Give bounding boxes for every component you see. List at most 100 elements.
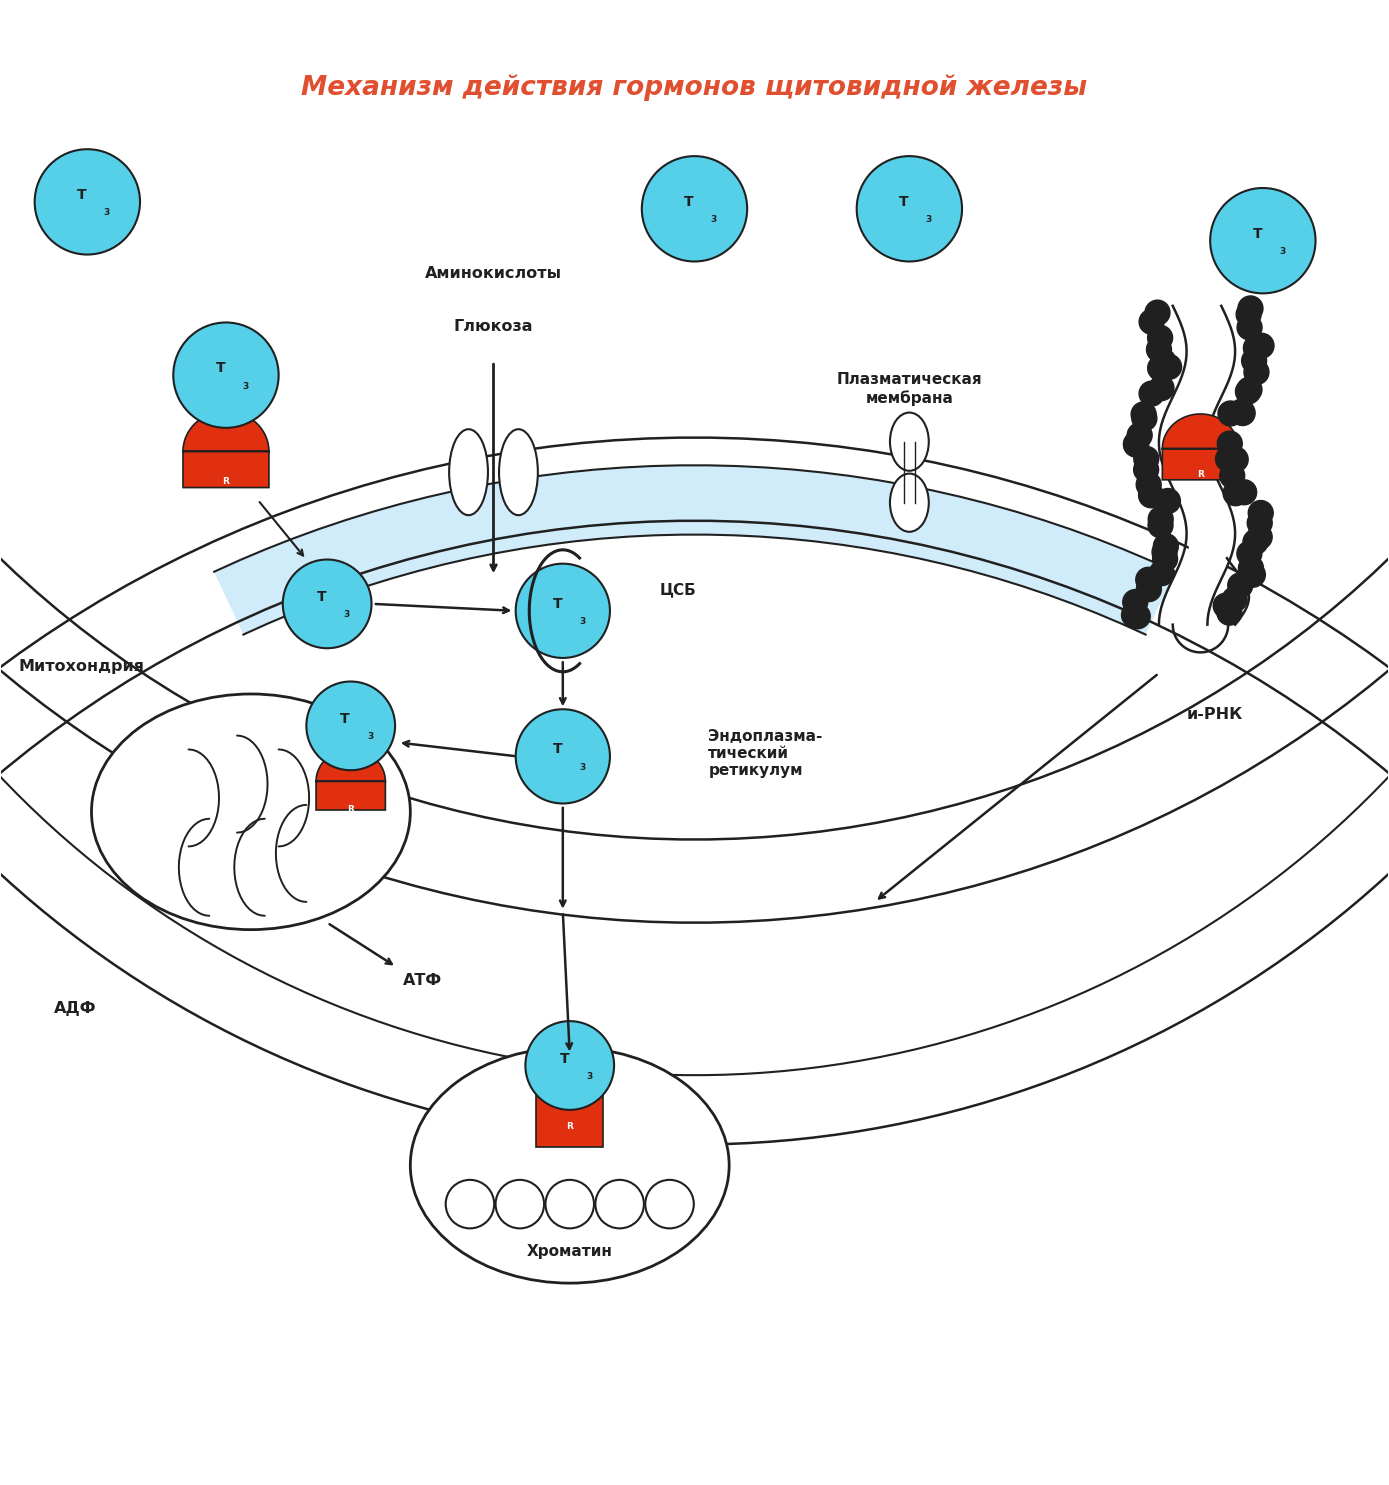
Circle shape	[1131, 402, 1156, 426]
Ellipse shape	[890, 413, 929, 471]
Circle shape	[1243, 530, 1268, 554]
Circle shape	[1210, 189, 1315, 294]
Text: R: R	[567, 1123, 574, 1132]
Circle shape	[1249, 333, 1274, 358]
Circle shape	[1232, 480, 1257, 505]
Circle shape	[1247, 524, 1272, 549]
Circle shape	[1136, 576, 1161, 601]
Text: 3: 3	[579, 618, 585, 627]
Circle shape	[496, 1181, 544, 1228]
Circle shape	[1136, 472, 1161, 497]
Circle shape	[1239, 555, 1264, 581]
Text: T: T	[317, 590, 326, 604]
Circle shape	[1217, 600, 1242, 625]
Circle shape	[1224, 447, 1249, 472]
Text: Эндоплазма-
тический
ретикулум: Эндоплазма- тический ретикулум	[708, 729, 822, 778]
Text: АТФ: АТФ	[403, 974, 443, 989]
Bar	[536, 1094, 603, 1148]
Circle shape	[646, 1181, 694, 1228]
Circle shape	[1153, 533, 1178, 558]
Circle shape	[1153, 546, 1178, 572]
Circle shape	[515, 564, 610, 658]
Circle shape	[174, 322, 279, 428]
Circle shape	[1228, 573, 1253, 598]
Circle shape	[1125, 604, 1150, 628]
Circle shape	[1215, 447, 1240, 472]
Circle shape	[1139, 483, 1164, 508]
Circle shape	[1231, 401, 1256, 426]
Circle shape	[1245, 359, 1270, 385]
Circle shape	[1157, 355, 1182, 379]
Circle shape	[525, 1022, 614, 1109]
Circle shape	[1224, 481, 1249, 506]
Text: 3: 3	[1279, 248, 1285, 257]
Circle shape	[1238, 377, 1263, 402]
Text: T: T	[560, 1051, 569, 1066]
Text: и-РНК: и-РНК	[1186, 707, 1243, 722]
Text: 3: 3	[925, 215, 932, 224]
Circle shape	[1236, 301, 1261, 327]
Circle shape	[642, 156, 747, 261]
Circle shape	[857, 156, 963, 261]
Circle shape	[1156, 489, 1181, 514]
Circle shape	[1147, 325, 1172, 350]
Text: Аминокислоты: Аминокислоты	[425, 266, 563, 282]
Circle shape	[546, 1181, 594, 1228]
Ellipse shape	[449, 429, 488, 515]
Circle shape	[1238, 315, 1263, 340]
Polygon shape	[317, 750, 385, 809]
Circle shape	[1128, 423, 1151, 447]
Circle shape	[1124, 432, 1149, 457]
Circle shape	[307, 682, 394, 771]
Text: Митохондрия: Митохондрия	[18, 659, 144, 674]
Text: 3: 3	[343, 610, 350, 619]
Ellipse shape	[92, 693, 410, 930]
Circle shape	[1139, 382, 1164, 405]
Circle shape	[1133, 457, 1158, 483]
Circle shape	[1236, 541, 1261, 566]
Circle shape	[1238, 296, 1263, 321]
Circle shape	[1145, 300, 1170, 325]
Text: R: R	[222, 477, 229, 487]
Ellipse shape	[410, 1047, 729, 1283]
Circle shape	[1150, 349, 1175, 374]
Text: T: T	[553, 597, 563, 610]
Circle shape	[1149, 512, 1172, 538]
Circle shape	[1217, 431, 1242, 456]
Circle shape	[1122, 590, 1147, 615]
Text: T: T	[685, 195, 693, 209]
Circle shape	[1124, 432, 1149, 457]
Circle shape	[1213, 593, 1238, 618]
Text: 3: 3	[711, 215, 717, 224]
Circle shape	[515, 710, 610, 803]
Circle shape	[1220, 450, 1245, 475]
Polygon shape	[183, 411, 269, 487]
Polygon shape	[214, 465, 1175, 634]
Circle shape	[1240, 563, 1265, 587]
Text: R: R	[347, 805, 354, 814]
Text: 3: 3	[367, 732, 374, 741]
Ellipse shape	[890, 474, 929, 532]
Circle shape	[1243, 336, 1268, 361]
Circle shape	[1149, 376, 1174, 401]
Circle shape	[596, 1181, 644, 1228]
Polygon shape	[1163, 414, 1239, 480]
Circle shape	[1247, 511, 1272, 536]
Text: Механизм действия гормонов щитовидной железы: Механизм действия гормонов щитовидной же…	[301, 74, 1088, 101]
Text: Глюкоза: Глюкоза	[454, 319, 533, 334]
Circle shape	[1249, 500, 1274, 526]
Text: 3: 3	[586, 1072, 592, 1081]
Text: T: T	[1253, 227, 1263, 241]
Text: T: T	[899, 195, 908, 209]
Text: Хроматин: Хроматин	[526, 1244, 613, 1259]
Text: АДФ: АДФ	[54, 1001, 97, 1016]
Text: T: T	[553, 742, 563, 756]
Circle shape	[283, 560, 371, 649]
Circle shape	[1151, 539, 1176, 564]
Circle shape	[1133, 447, 1158, 471]
Circle shape	[1149, 561, 1174, 585]
Text: 3: 3	[104, 208, 110, 217]
Circle shape	[1242, 349, 1267, 373]
Circle shape	[1147, 355, 1172, 380]
Text: R: R	[1197, 471, 1204, 480]
